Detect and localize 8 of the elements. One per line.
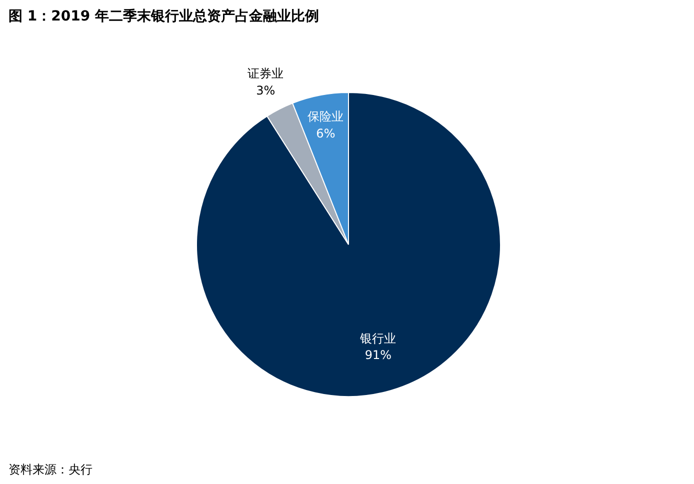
slice-label: 银行业 (359, 331, 396, 346)
data-label: 3% (256, 83, 276, 98)
chart-title: 图 1：2019 年二季末银行业总资产占金融业比例 (8, 8, 319, 24)
data-label: 91% (364, 348, 392, 362)
slice-label: 证券业 (248, 66, 284, 81)
text: 资料来源：央行 (8, 462, 92, 476)
data-label: 6% (316, 126, 336, 140)
slice-label: 保险业 (308, 110, 344, 124)
